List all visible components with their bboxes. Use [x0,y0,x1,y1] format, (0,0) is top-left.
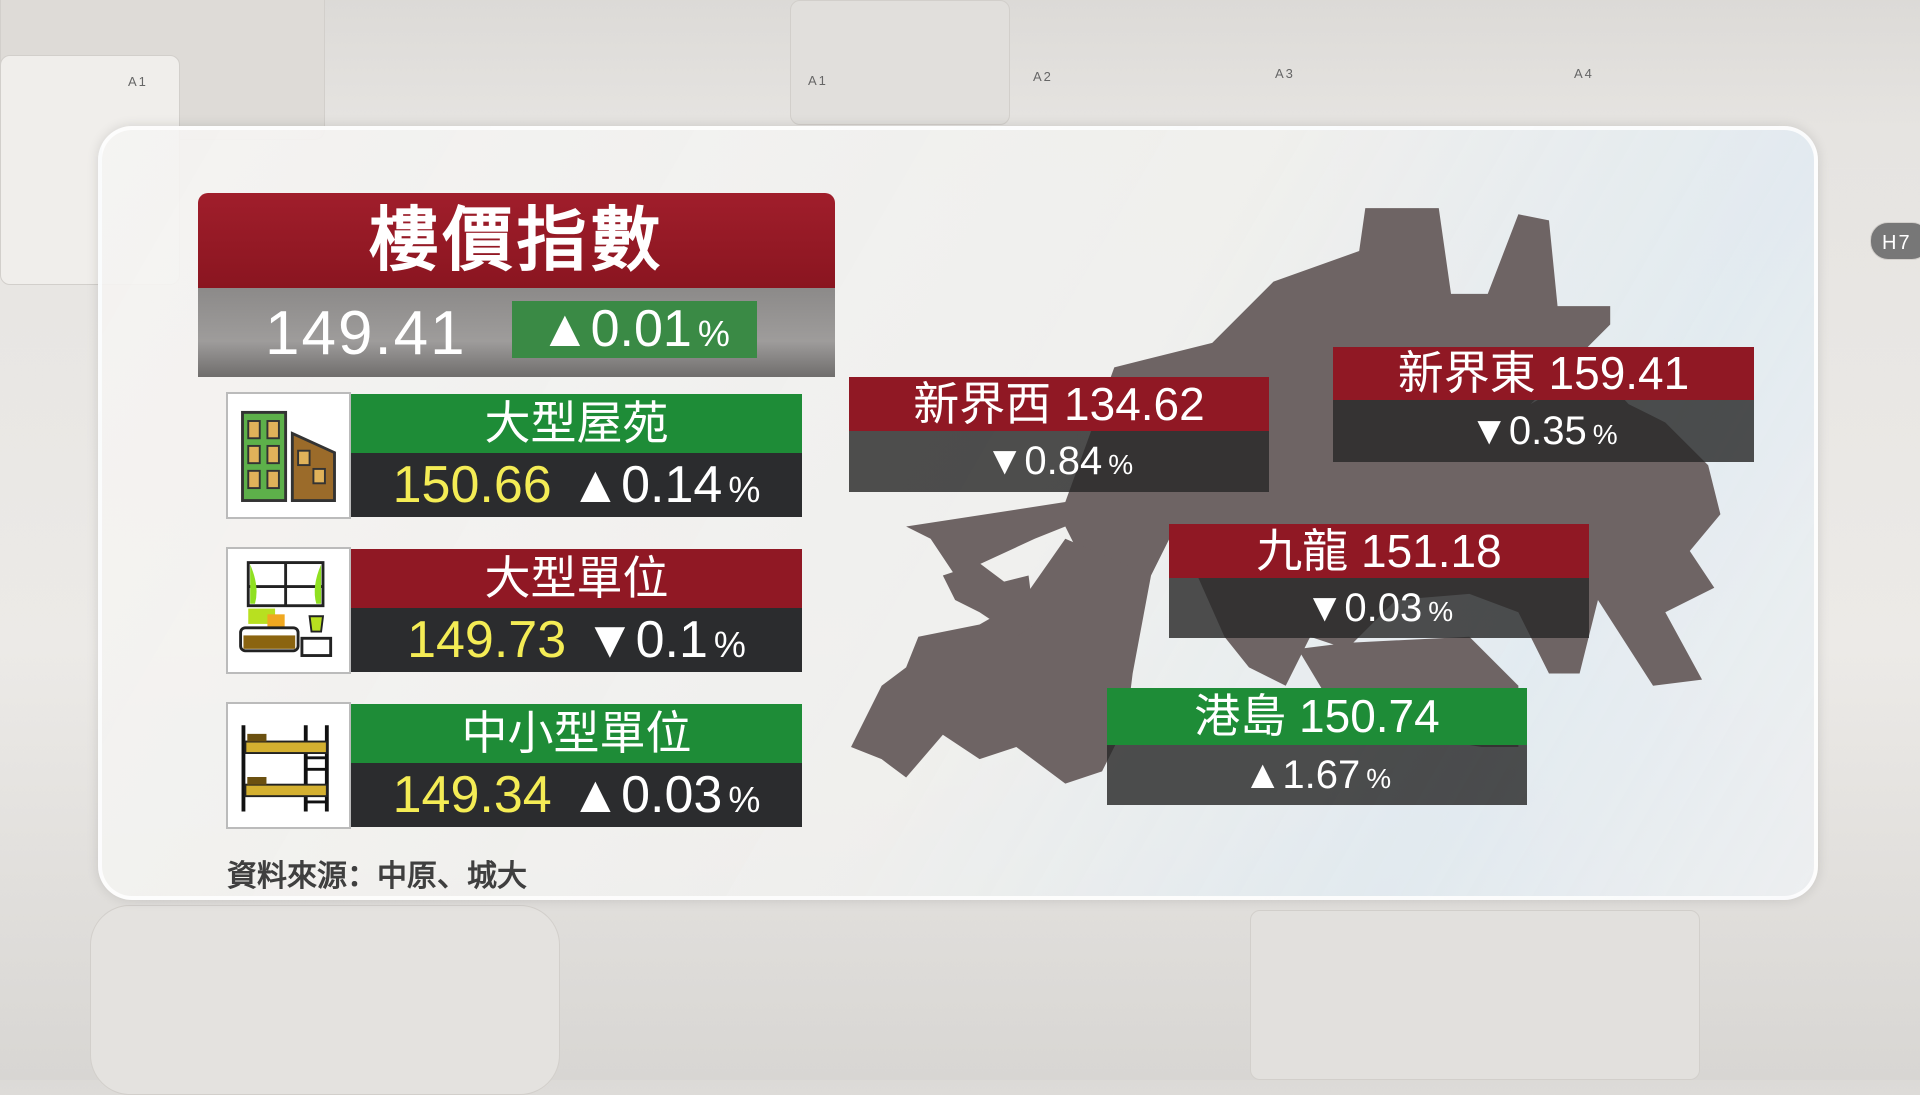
bg-card [1870,222,1920,260]
source-note: 資料來源：中原、城大 [227,860,527,893]
region-change: ▲1.67% [1107,745,1527,805]
region-change-value: ▼0.03 [1304,586,1423,630]
category-label: 中小型單位 [351,704,802,763]
category-label: 大型單位 [351,549,802,608]
bg-label: A1 [808,73,828,88]
building-icon [226,392,351,519]
index-change-badge: ▲0.01% [512,301,757,358]
bg-label: A3 [1275,66,1295,81]
region-change-value: ▼0.35 [1469,409,1587,453]
region-label: 港島 150.74 [1107,688,1527,745]
category-change: ▲0.03 [569,766,723,824]
region-change: ▼0.84% [849,431,1269,492]
bg-card [1250,910,1700,1080]
bg-label: A2 [1033,69,1053,84]
bunk-bed-icon [226,702,351,829]
bedroom-icon [226,547,351,674]
region-label: 新界東 159.41 [1333,347,1754,400]
bg-label: A4 [1574,66,1594,81]
category-values: 149.73 ▼0.1% [351,608,802,672]
category-value: 150.66 [392,456,552,514]
region-change: ▼0.35% [1333,400,1754,462]
map-lantau [851,538,1152,784]
bg-label: H7 [1882,232,1912,254]
region-label: 九龍 151.18 [1169,524,1589,578]
pct-sign: % [728,779,761,820]
region-change-value: ▲1.67 [1242,753,1361,797]
page-title: 樓價指數 [198,193,835,288]
category-values: 150.66 ▲0.14% [351,453,802,517]
region-change: ▼0.03% [1169,578,1589,638]
map-islet [942,563,1035,637]
pct-sign: % [728,469,761,510]
pct-sign: % [1108,449,1134,480]
pct-sign: % [1592,419,1618,450]
category-value: 149.73 [407,611,567,669]
category-values: 149.34 ▲0.03% [351,763,802,827]
category-change: ▼0.1 [584,611,708,669]
category-value: 149.34 [392,766,552,824]
bg-label: A1 [128,74,148,89]
region-label: 新界西 134.62 [849,377,1269,431]
region-change-value: ▼0.84 [984,439,1103,483]
index-change: ▲0.01 [539,300,692,358]
pct-sign: % [697,313,730,354]
category-change: ▲0.14 [569,456,723,514]
pct-sign: % [1366,763,1392,794]
pct-sign: % [713,624,746,665]
category-label: 大型屋苑 [351,394,802,453]
index-value: 149.41 [265,299,467,368]
bg-card [790,0,1010,125]
pct-sign: % [1428,596,1454,627]
